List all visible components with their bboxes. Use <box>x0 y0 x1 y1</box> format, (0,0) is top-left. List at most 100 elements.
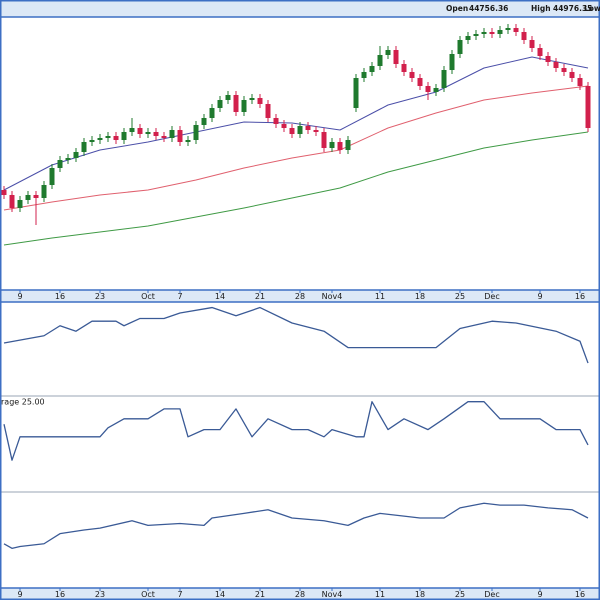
candle-body <box>41 185 47 198</box>
candle-body <box>529 40 535 48</box>
candle-body <box>153 132 159 136</box>
candle-body <box>113 136 119 140</box>
date-band <box>0 588 600 600</box>
indicator-line <box>3 306 589 364</box>
header-value: 44756.36 <box>469 4 508 13</box>
candle-body <box>513 28 519 32</box>
candle-body <box>489 32 495 34</box>
candle-body <box>505 28 511 30</box>
candle-body <box>273 118 279 124</box>
candle-body <box>361 72 367 78</box>
x-tick-label: 14 <box>215 590 225 599</box>
candle-body <box>401 64 407 72</box>
x-tick-label: 21 <box>255 590 265 599</box>
candle-body <box>233 95 239 112</box>
candle-body <box>57 160 63 168</box>
candle-body <box>481 32 487 34</box>
candle-body <box>393 50 399 64</box>
candle-body <box>97 138 103 140</box>
x-tick-label: 23 <box>95 590 105 599</box>
moving-average <box>3 85 589 211</box>
candle-body <box>417 78 423 86</box>
candle-body <box>545 56 551 62</box>
candle-body <box>225 95 231 100</box>
candle-body <box>105 136 111 138</box>
x-tick-label: 9 <box>537 292 542 301</box>
x-tick-label: 9 <box>17 292 22 301</box>
x-tick-label: Oct <box>141 292 155 301</box>
indicator-line <box>3 502 589 550</box>
candle-body <box>201 118 207 125</box>
candle-body <box>569 72 575 78</box>
candle-body <box>81 142 87 152</box>
candle-body <box>305 126 311 130</box>
indicator-line <box>3 401 589 461</box>
candle-body <box>209 108 215 118</box>
candle-body <box>561 68 567 72</box>
candle-body <box>433 88 439 92</box>
x-tick-label: 11 <box>375 590 385 599</box>
x-tick-label: Oct <box>141 590 155 599</box>
candle-body <box>241 100 247 112</box>
candle-body <box>177 130 183 142</box>
x-tick-label: Dec <box>484 590 499 599</box>
x-tick-label: 9 <box>537 590 542 599</box>
candle-body <box>73 152 79 158</box>
candle-body <box>521 32 527 40</box>
candle-body <box>217 100 223 108</box>
candle-body <box>425 86 431 92</box>
candle-body <box>289 128 295 134</box>
candle-body <box>17 200 23 208</box>
candle-body <box>457 40 463 54</box>
candle-body <box>409 72 415 78</box>
candle-body <box>265 104 271 118</box>
candle-body <box>585 86 591 128</box>
header-label: Open <box>446 4 468 13</box>
x-tick-label: 16 <box>575 590 585 599</box>
candle-body <box>353 78 359 108</box>
candle-body <box>297 126 303 134</box>
x-tick-label: 18 <box>415 590 425 599</box>
candle-body <box>129 128 135 132</box>
candle-body <box>473 34 479 36</box>
candle-body <box>449 54 455 70</box>
x-tick-label: 28 <box>295 590 305 599</box>
candle-body <box>465 36 471 40</box>
candle-body <box>33 195 39 198</box>
x-tick-label: 16 <box>575 292 585 301</box>
date-band <box>0 290 600 302</box>
candle-body <box>9 195 15 208</box>
header-value: 44976.35 <box>553 4 592 13</box>
x-tick-label: Nov4 <box>322 292 343 301</box>
header-label: Low <box>584 4 600 13</box>
candle-body <box>313 130 319 132</box>
candle-body <box>385 50 391 55</box>
header-bar <box>0 0 600 17</box>
candle-body <box>137 128 143 134</box>
x-tick-label: 25 <box>455 590 465 599</box>
header: Open 44756.36 High 44976.35 Low 44621.95 <box>446 4 600 13</box>
candle-body <box>145 132 151 134</box>
candle-body <box>441 70 447 88</box>
candle-body <box>537 48 543 56</box>
candle-body <box>1 190 7 195</box>
x-tick-label: 7 <box>177 590 182 599</box>
x-tick-label: Nov4 <box>322 590 343 599</box>
x-tick-label: 14 <box>215 292 225 301</box>
moving-average <box>3 131 589 246</box>
candle-body <box>25 195 31 200</box>
candle-body <box>553 62 559 68</box>
header-label: High <box>531 4 551 13</box>
x-tick-label: 28 <box>295 292 305 301</box>
candle-body <box>377 55 383 66</box>
x-tick-label: 25 <box>455 292 465 301</box>
x-tick-label: 18 <box>415 292 425 301</box>
x-tick-label: 11 <box>375 292 385 301</box>
x-tick-label: 16 <box>55 292 65 301</box>
moving-average <box>3 56 589 191</box>
x-tick-label: 21 <box>255 292 265 301</box>
candle-body <box>249 98 255 100</box>
candle-body <box>321 132 327 148</box>
